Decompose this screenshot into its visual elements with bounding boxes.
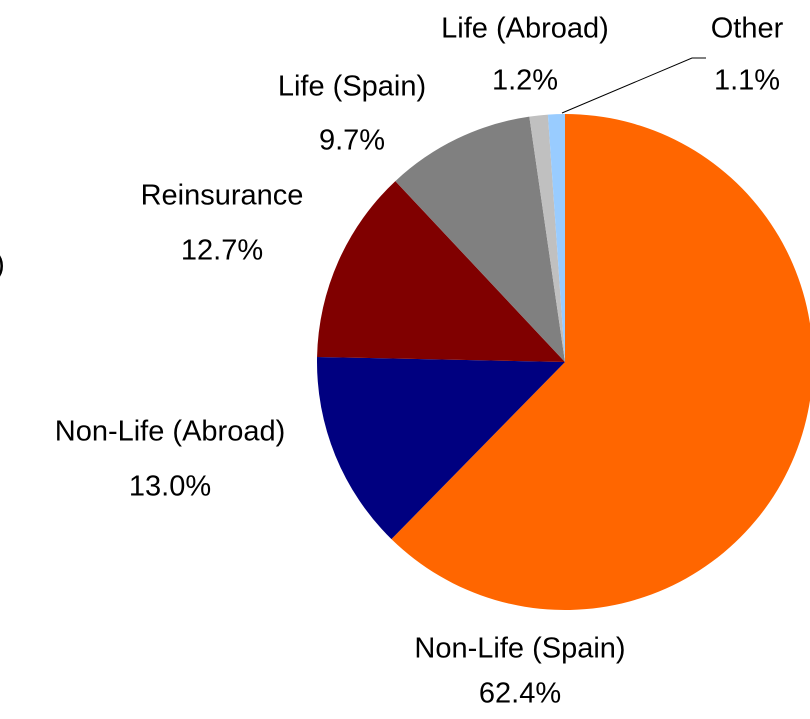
chart-title: ) <box>0 249 5 281</box>
slice-value-label: 1.2% <box>492 65 558 97</box>
slice-label: Life (Abroad) <box>441 13 609 45</box>
pie-slice <box>395 116 565 362</box>
slice-value-label: 1.1% <box>714 65 780 97</box>
pie-slice <box>547 114 565 362</box>
slice-label: Reinsurance <box>141 180 304 212</box>
slice-value-label: 12.7% <box>181 235 263 267</box>
pie-slice <box>317 181 565 362</box>
slice-label: Life (Spain) <box>278 71 426 103</box>
slice-label: Other <box>711 13 784 45</box>
pie-slice <box>317 356 565 540</box>
leader-line <box>561 57 706 114</box>
slice-label: Non-Life (Abroad) <box>55 416 286 448</box>
slice-value-label: 62.4% <box>479 678 561 710</box>
slice-label: Non-Life (Spain) <box>414 633 625 665</box>
slice-value-label: 13.0% <box>129 471 211 503</box>
pie-slice <box>391 114 810 610</box>
pie-slice <box>529 114 565 363</box>
slice-value-label: 9.7% <box>319 125 385 157</box>
